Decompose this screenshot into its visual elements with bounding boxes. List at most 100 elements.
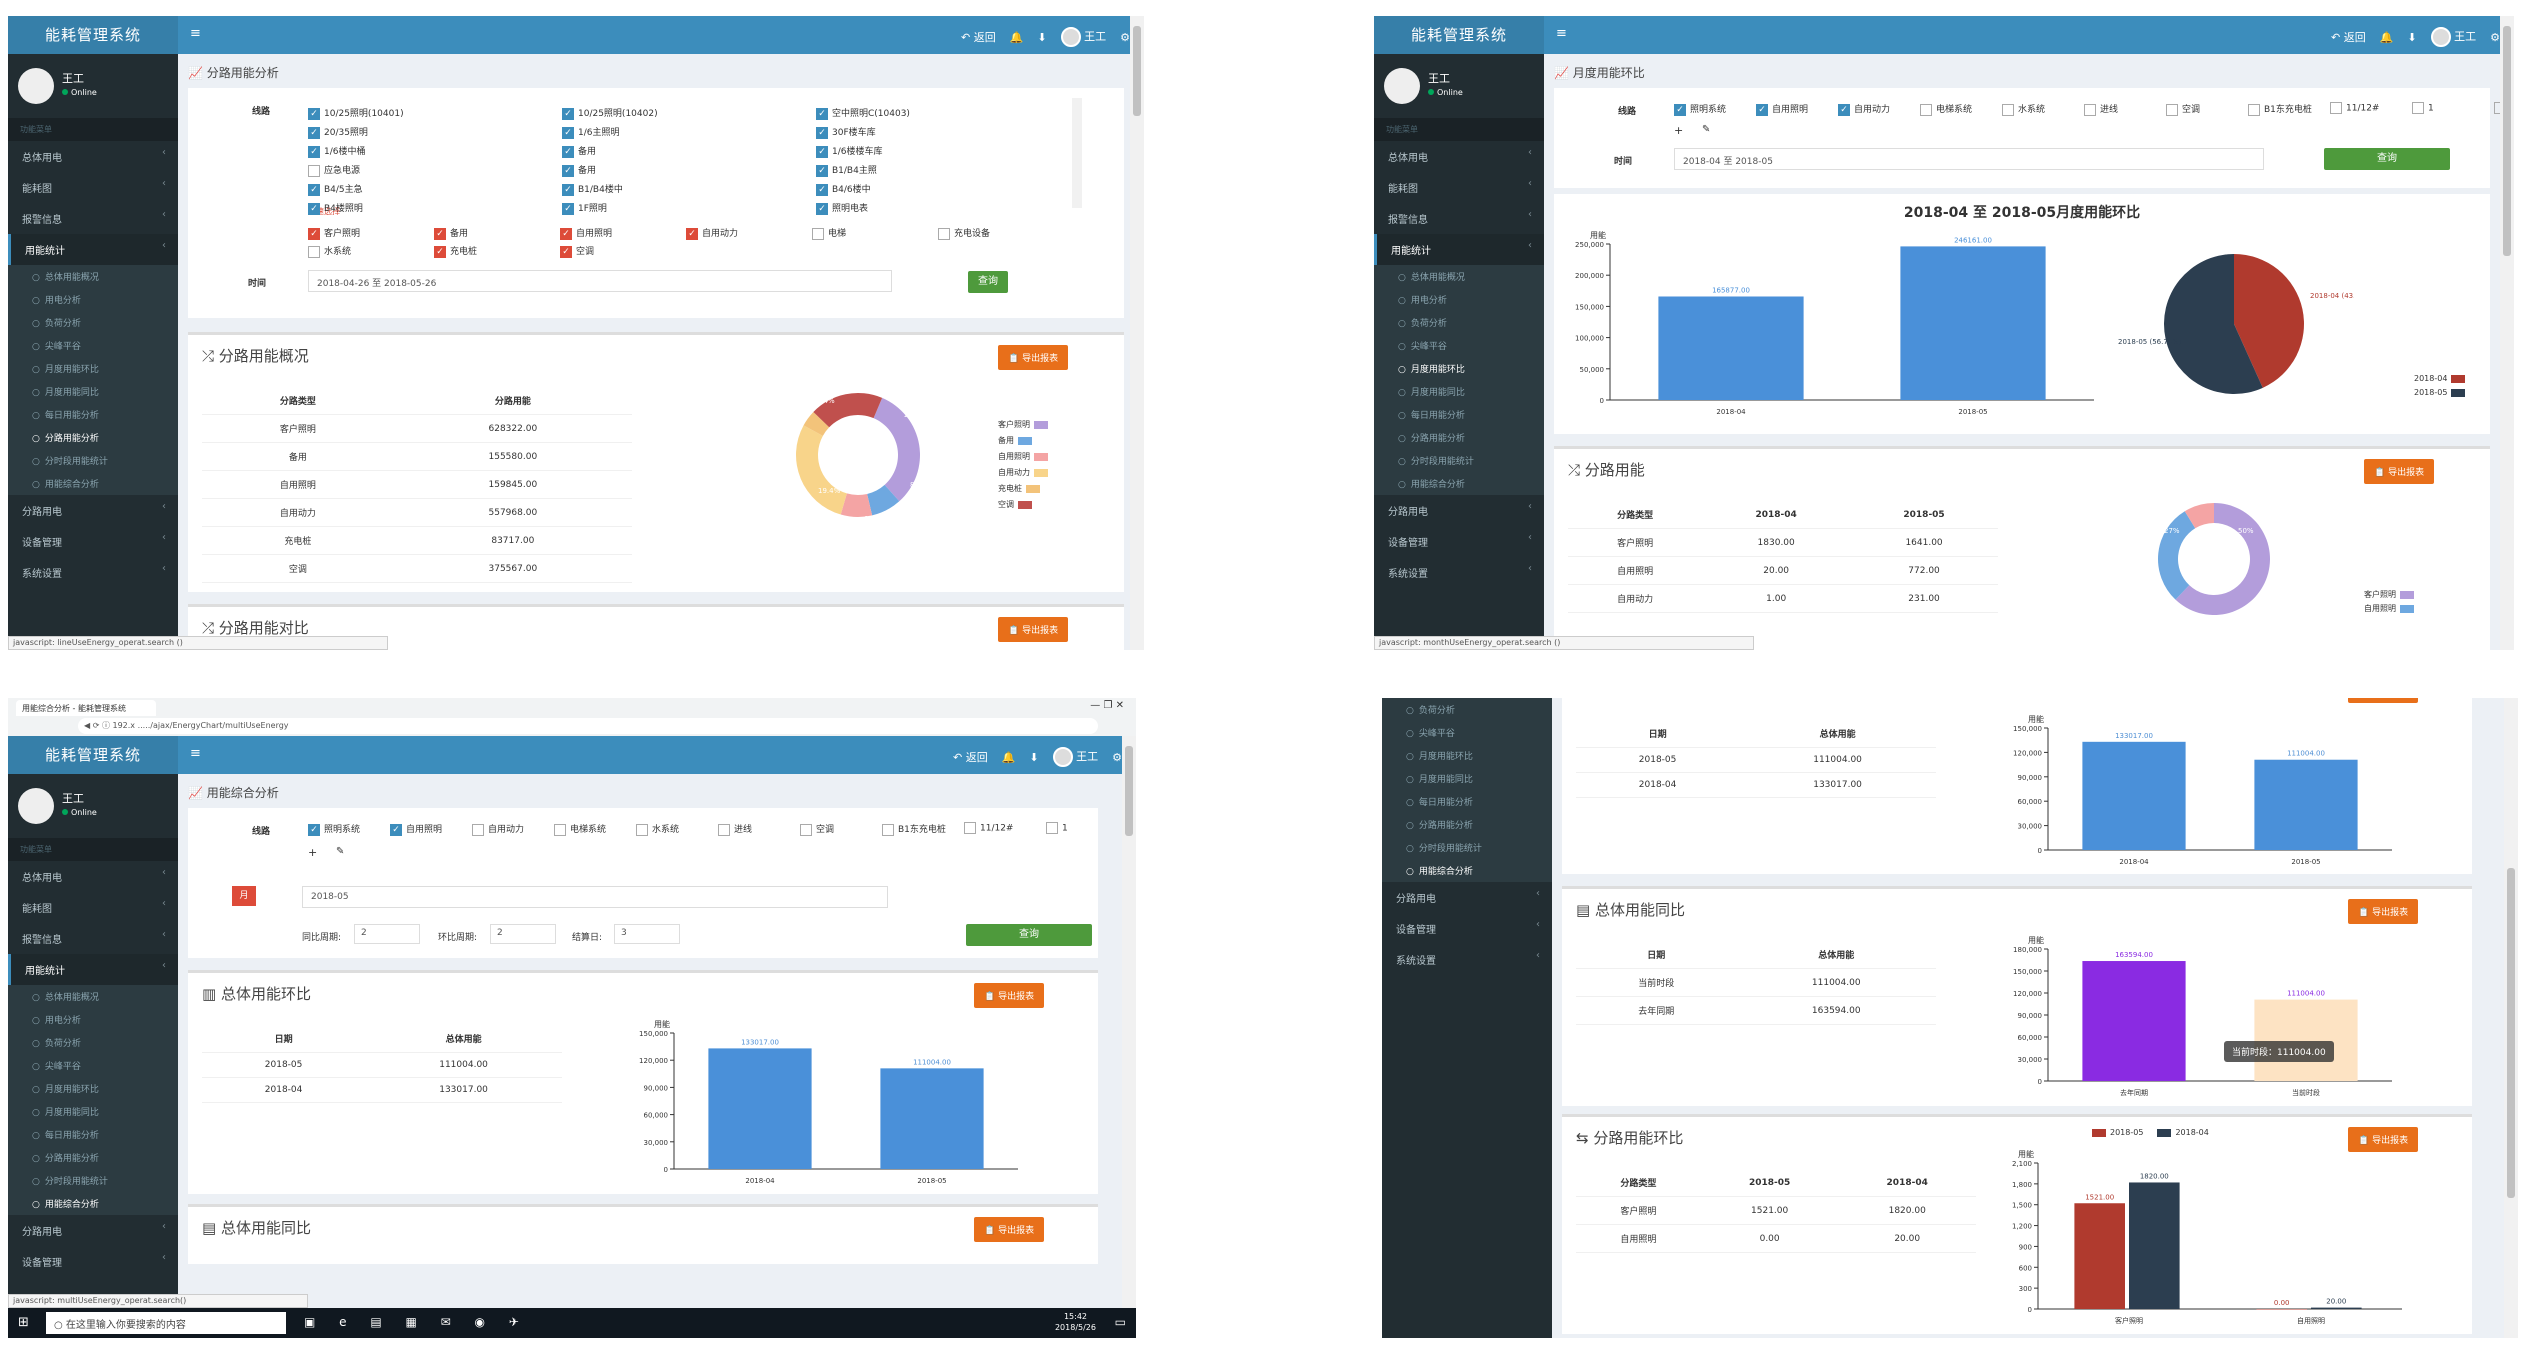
line-checkbox[interactable]: 11/12# <box>2330 102 2379 114</box>
line-checkbox[interactable]: ✓ 照明系统 <box>308 822 360 836</box>
line-checkbox[interactable]: ✓ 10/25照明(10401) <box>308 106 404 120</box>
download-icon[interactable]: ⬇ <box>1037 30 1047 44</box>
legend-item[interactable]: 客户照明 <box>2364 589 2414 600</box>
legend-item[interactable]: 备用 <box>998 435 1032 446</box>
line-checkbox[interactable]: ✓ 备用 <box>434 226 468 240</box>
sidebar-sub-item[interactable]: 分路用能分析 <box>1382 813 1552 836</box>
user-menu[interactable]: 王工 <box>1060 27 1106 47</box>
page-scrollbar[interactable] <box>2500 16 2514 650</box>
windows-start-icon[interactable]: ⊞ <box>18 1315 29 1330</box>
window-controls[interactable]: — ❐ ✕ <box>1090 700 1124 711</box>
sidebar-sub-item[interactable]: 分路用能分析 <box>1374 426 1544 449</box>
legend-item[interactable]: 2018-05 <box>2414 388 2466 397</box>
line-checkbox[interactable]: ✓ 备用 <box>562 144 596 158</box>
page-scrollbar[interactable] <box>2504 698 2518 1338</box>
sidebar-item-alarm[interactable]: 报警信息 <box>8 203 178 234</box>
line-checkbox[interactable]: 电梯 <box>812 226 846 240</box>
sidebar-sub-item[interactable]: 月度用能同比 <box>8 380 178 403</box>
line-checkbox[interactable]: B1东充电桩 <box>2248 102 2312 116</box>
sidebar-sub-item[interactable]: 总体用能概况 <box>1374 265 1544 288</box>
sidebar-sub-item[interactable]: 月度用能同比 <box>8 1100 178 1123</box>
sidebar-item-devices[interactable]: 设备管理 <box>1382 913 1552 944</box>
line-checkbox[interactable]: ✓ B1/B4楼中 <box>562 182 623 196</box>
export-button[interactable]: 📋 导出报表 <box>998 617 1069 642</box>
line-checkbox[interactable]: ✓ 空中照明C(10403) <box>816 106 910 120</box>
line-checkbox[interactable]: ✓ 自用照明 <box>560 226 612 240</box>
mom-period-select[interactable]: 2 <box>490 924 556 944</box>
line-checkbox[interactable]: ✓ 充电桩 <box>434 244 477 258</box>
sidebar-sub-item[interactable]: 月度用能环比 <box>1382 744 1552 767</box>
bars-icon[interactable]: ≡ <box>190 746 201 761</box>
sidebar-item-settings[interactable]: 系统设置 <box>8 557 178 588</box>
sidebar-item-alarm[interactable]: 报警信息 <box>1374 203 1544 234</box>
line-checkbox[interactable]: 进线 <box>2084 102 2118 116</box>
line-checkbox[interactable]: 进线 <box>718 822 752 836</box>
line-checkbox[interactable]: ✓ 自用照明 <box>390 822 442 836</box>
edit-icon[interactable]: ✎ <box>1702 124 1711 135</box>
line-checkbox[interactable]: ✓ 自用动力 <box>686 226 738 240</box>
sidebar-item-stats[interactable]: 用能统计 <box>8 954 178 985</box>
sidebar-sub-item[interactable]: 分路用能分析 <box>8 1146 178 1169</box>
sidebar-sub-item[interactable]: 总体用能概况 <box>8 265 178 288</box>
page-scrollbar[interactable] <box>1122 736 1136 1308</box>
legend-item[interactable]: 2018-05 <box>2092 1128 2143 1137</box>
line-checkbox[interactable]: 空调 <box>2166 102 2200 116</box>
sidebar-item-overall[interactable]: 总体用电 <box>1374 141 1544 172</box>
sidebar-item-overall[interactable]: 总体用电 <box>8 141 178 172</box>
line-checkbox[interactable]: 11/12# <box>964 822 1013 834</box>
bell-icon[interactable]: 🔔 <box>1009 30 1024 44</box>
sidebar-item-map[interactable]: 能耗图 <box>1374 172 1544 203</box>
sidebar-item-stats[interactable]: 用能统计 <box>8 234 178 265</box>
export-button[interactable]: 📋 导出报表 <box>974 983 1045 1008</box>
download-icon[interactable]: ⬇ <box>2407 30 2417 44</box>
sidebar-sub-item[interactable]: 用能综合分析 <box>8 472 178 495</box>
download-icon[interactable]: ⬇ <box>1029 750 1039 764</box>
browser-tab[interactable]: 用能综合分析 - 能耗管理系统 <box>16 700 156 716</box>
query-button[interactable]: 查询 <box>966 924 1092 946</box>
line-checkbox[interactable]: 水系统 <box>2002 102 2045 116</box>
sidebar-item-branch[interactable]: 分路用电 <box>1382 882 1552 913</box>
legend-item[interactable]: 充电桩 <box>998 483 1040 494</box>
sidebar-item-devices[interactable]: 设备管理 <box>1374 526 1544 557</box>
user-menu[interactable]: 王工 <box>1052 747 1098 767</box>
line-checkbox[interactable]: ✓ 备用 <box>562 163 596 177</box>
date-input[interactable]: 2018-05 <box>302 886 888 908</box>
sidebar-sub-item[interactable]: 负荷分析 <box>8 1031 178 1054</box>
bars-icon[interactable]: ≡ <box>1556 26 1567 41</box>
sidebar-sub-item-active[interactable]: 用能综合分析 <box>1382 859 1552 882</box>
export-button[interactable]: 📋 导出报表 <box>2348 698 2419 703</box>
sidebar-item-branch[interactable]: 分路用电 <box>8 495 178 526</box>
line-checkbox[interactable]: 充电设备 <box>938 226 990 240</box>
gears-icon[interactable]: ⚙ <box>1120 30 1130 44</box>
line-checkbox[interactable]: ✓ 自用照明 <box>1756 102 1808 116</box>
period-unit-button[interactable]: 月 <box>232 886 256 906</box>
sidebar-item-stats[interactable]: 用能统计 <box>1374 234 1544 265</box>
back-button[interactable]: ↶ 返回 <box>952 751 988 764</box>
legend-item[interactable]: 自用照明 <box>2364 603 2414 614</box>
line-checkbox[interactable]: 水系统 <box>636 822 679 836</box>
sidebar-sub-item[interactable]: 尖峰平谷 <box>8 1054 178 1077</box>
sidebar-sub-item[interactable]: 月度用能同比 <box>1374 380 1544 403</box>
sidebar-item-map[interactable]: 能耗图 <box>8 892 178 923</box>
sidebar-sub-item[interactable]: 尖峰平谷 <box>1382 721 1552 744</box>
sidebar-item-devices[interactable]: 设备管理 <box>8 526 178 557</box>
line-checkbox[interactable]: ✓ 自用动力 <box>1838 102 1890 116</box>
line-checkbox[interactable]: 自用动力 <box>472 822 524 836</box>
date-range-input[interactable]: 2018-04 至 2018-05 <box>1674 148 2264 170</box>
sidebar-sub-item[interactable]: 用电分析 <box>1374 288 1544 311</box>
line-checkbox[interactable]: ✓ 照明电表 <box>816 201 868 215</box>
sidebar-sub-item[interactable]: 负荷分析 <box>1374 311 1544 334</box>
sidebar-sub-item[interactable]: 负荷分析 <box>8 311 178 334</box>
back-button[interactable]: ↶ 返回 <box>960 31 996 44</box>
sidebar-sub-item[interactable]: 用电分析 <box>8 288 178 311</box>
line-checkbox[interactable]: 1 <box>1046 822 1068 834</box>
sidebar-sub-item[interactable]: 每日用能分析 <box>8 1123 178 1146</box>
user-menu[interactable]: 王工 <box>2430 27 2476 47</box>
edit-icon[interactable]: ✎ <box>336 846 345 857</box>
line-checkbox[interactable]: ✓ 20/35照明 <box>308 125 368 139</box>
sidebar-sub-item[interactable]: 分时段用能统计 <box>1382 836 1552 859</box>
sidebar-item-devices[interactable]: 设备管理 <box>8 1246 178 1277</box>
sidebar-item-map[interactable]: 能耗图 <box>8 172 178 203</box>
sidebar-sub-item[interactable]: 用电分析 <box>8 1008 178 1031</box>
sidebar-sub-item-active[interactable]: 分路用能分析 <box>8 426 178 449</box>
